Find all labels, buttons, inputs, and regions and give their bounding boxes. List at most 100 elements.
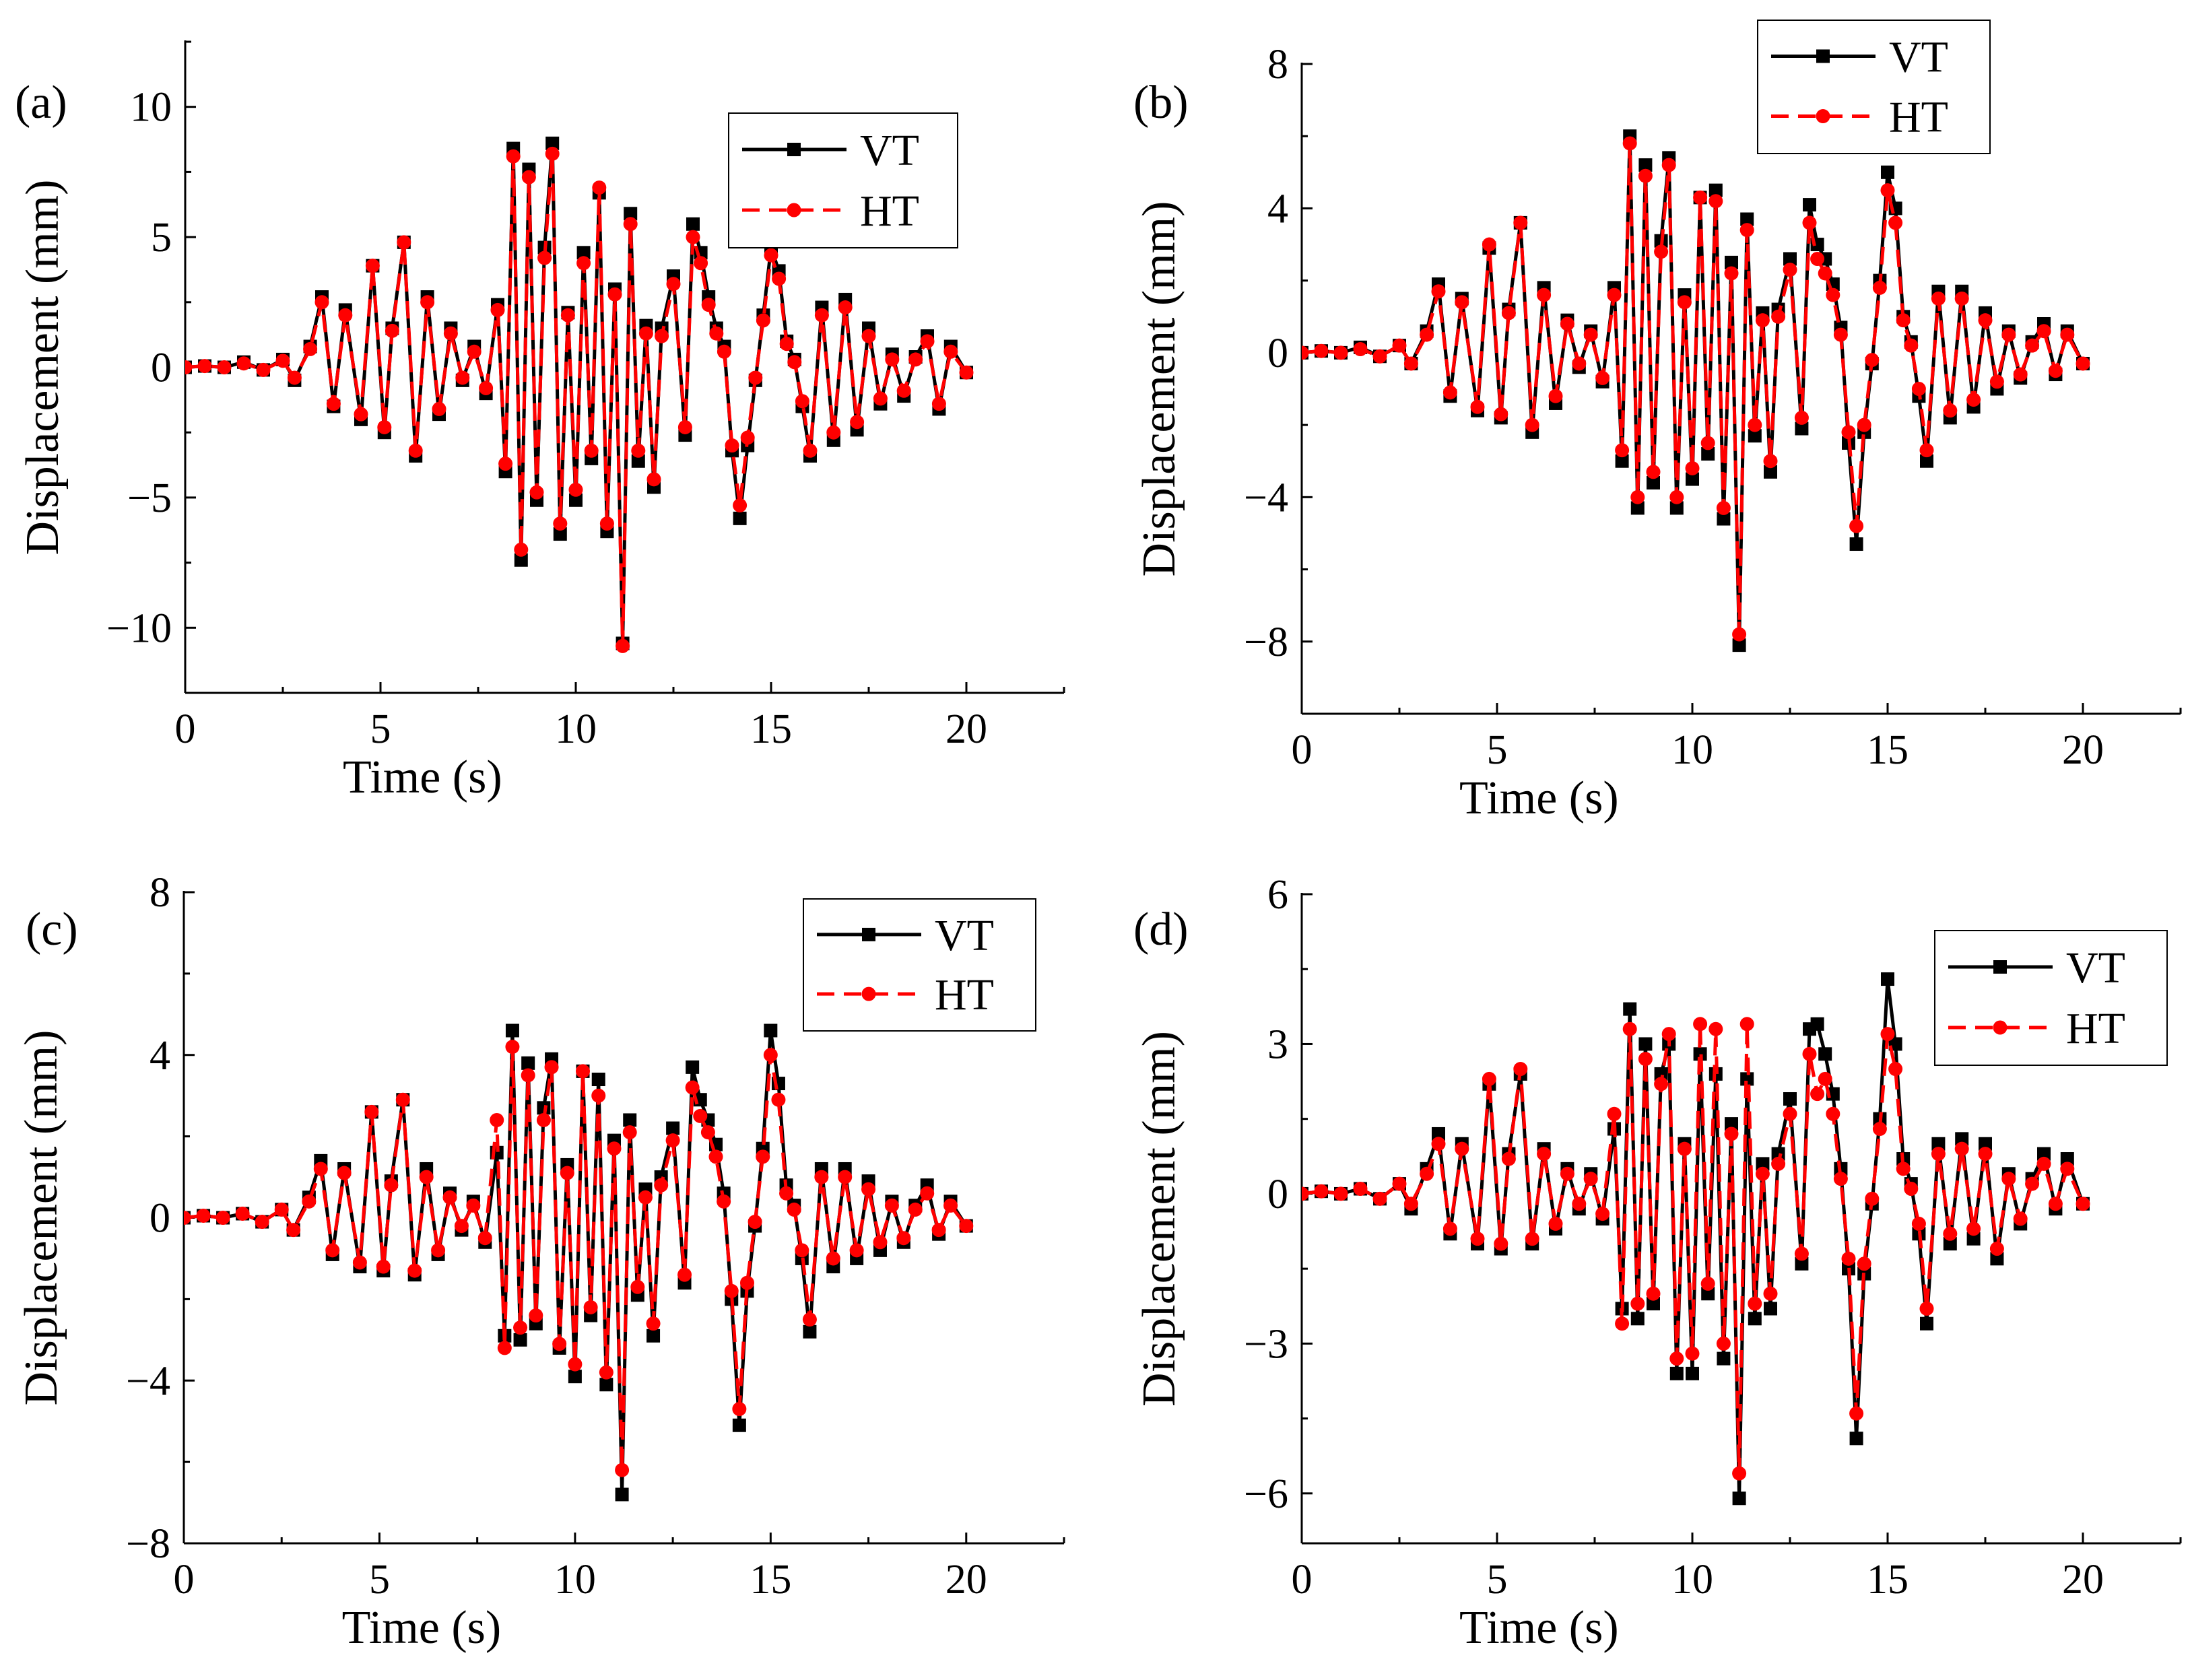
- panel-a-legend-ht-marker: [787, 203, 801, 217]
- panel-d-ht-point: [2025, 1176, 2040, 1191]
- panel-a-ht-point: [377, 419, 392, 434]
- panel-d-ht-point: [1470, 1232, 1485, 1246]
- panel-b-ht-point: [1872, 280, 1887, 295]
- panel-b-ht-point: [1669, 490, 1684, 504]
- panel-a-ht-point: [861, 329, 876, 343]
- panel-c-label: (c): [26, 904, 78, 955]
- panel-a-x-tick-label: 15: [750, 706, 792, 752]
- panel-b-ht-point: [1857, 417, 1871, 432]
- panel-c-ht-point: [861, 1182, 876, 1197]
- panel-b-ht-point: [2076, 356, 2090, 371]
- panel-b-x-tick-label: 10: [1671, 727, 1713, 773]
- panel-a-ht-point: [514, 542, 529, 557]
- panel-c-ht-point: [622, 1125, 637, 1140]
- panel-a-y-tick-label: −10: [106, 605, 172, 651]
- panel-d-ht-point: [1661, 1027, 1676, 1042]
- panel-b-legend: VT HT: [1757, 20, 1991, 154]
- panel-a-vt-point: [733, 511, 747, 525]
- panel-b-ht-point: [1607, 288, 1622, 302]
- panel-d-ht-point: [1314, 1184, 1329, 1199]
- panel-a-ht-point: [432, 401, 446, 416]
- panel-c-vt-point: [537, 1101, 551, 1115]
- panel-d-ht-point: [1372, 1191, 1387, 1206]
- panel-b-vt-point: [1647, 475, 1660, 490]
- panel-a-ht-point: [354, 407, 368, 422]
- panel-a-x-tick-label: 20: [945, 706, 987, 752]
- panel-d-ht-point: [1583, 1172, 1598, 1186]
- panel-b-ht-point: [1763, 454, 1778, 469]
- panel-d-ht-point: [1442, 1221, 1457, 1236]
- panel-c-ht-point: [552, 1337, 567, 1351]
- panel-d-ht-point: [1494, 1236, 1508, 1251]
- panel-c-ht-point: [748, 1215, 762, 1230]
- panel-b-vt-point: [1740, 212, 1754, 226]
- panel-a-series-ht: [185, 146, 974, 653]
- panel-c-ht-point: [896, 1231, 911, 1246]
- panel-a-ht-point: [365, 259, 380, 273]
- panel-c-ht-point: [700, 1125, 715, 1140]
- panel-b-ht-point: [1442, 385, 1457, 400]
- panel-d-vt-point: [1979, 1137, 1992, 1151]
- panel-d-ht-point: [1857, 1256, 1871, 1271]
- panel-d-x-tick-label: 15: [1867, 1557, 1909, 1603]
- panel-c-ht-point: [505, 1040, 520, 1054]
- panel-d-ht-point: [1888, 1062, 1903, 1077]
- panel-c-ht-point: [665, 1133, 680, 1148]
- panel-b-ht-point: [1302, 345, 1309, 360]
- panel-d-ht-point: [1880, 1027, 1895, 1042]
- panel-d-y-tick-label: −6: [1244, 1471, 1288, 1517]
- panel-c-ht-point: [724, 1283, 739, 1298]
- panel-a-ht-point: [779, 337, 794, 351]
- panel-d-vt-point: [1990, 1252, 2004, 1266]
- panel-d-ht-point: [1833, 1172, 1848, 1186]
- panel-b-axes: [1300, 63, 2182, 715]
- panel-b-ht-point: [1685, 461, 1700, 475]
- panel-c-legend-vt-marker: [862, 927, 875, 941]
- panel-a-y-tick-label: 0: [151, 345, 172, 391]
- panel-c-vt-point: [521, 1056, 535, 1070]
- panel-a-legend-box: [728, 112, 958, 248]
- panel-b-ht-point: [1783, 263, 1797, 277]
- panel-d-vt-point: [1920, 1316, 1933, 1331]
- panel-d-ht-point: [1763, 1286, 1778, 1301]
- panel-d-ht-point: [1802, 1046, 1817, 1061]
- panel-a-ht-point: [655, 329, 669, 343]
- panel-a-ht-point: [616, 638, 630, 653]
- panel-d-vt-point: [1654, 1067, 1668, 1081]
- panel-d-ht-point: [1732, 1466, 1747, 1481]
- panel-d-ht-point: [1622, 1021, 1637, 1036]
- panel-a-ht-point: [185, 360, 193, 374]
- panel-b-ht-point: [1919, 443, 1934, 458]
- panel-a-vt-point: [514, 553, 528, 567]
- panel-c-ht-point: [313, 1162, 328, 1176]
- panel-c-x-tick-label: 10: [554, 1557, 596, 1603]
- panel-d-vt-point: [1881, 972, 1894, 986]
- panel-d-ht-point: [1333, 1186, 1348, 1201]
- panel-b-ht-point: [1548, 389, 1563, 403]
- panel-c-ht-point: [466, 1198, 481, 1213]
- panel-c-ht-point: [215, 1211, 230, 1225]
- panel-c-y-tick-label: 0: [150, 1196, 170, 1242]
- panel-c-ht-point: [384, 1178, 399, 1192]
- panel-a-ht-point: [287, 370, 302, 385]
- panel-a-ht-point: [740, 430, 755, 445]
- panel-a-ht-point: [197, 359, 212, 374]
- panel-a-vt-point: [624, 207, 638, 221]
- panel-d-ht-point: [1548, 1216, 1563, 1231]
- panel-a-ht-point: [521, 170, 536, 184]
- panel-c-ht-point: [490, 1112, 504, 1127]
- panel-c-vt-point: [599, 1378, 613, 1392]
- panel-a-ht-point: [607, 287, 622, 302]
- panel-c-ht-point: [442, 1190, 457, 1205]
- panel-b-vt-point: [1669, 501, 1684, 515]
- panel-d-ht-point: [1911, 1216, 1926, 1231]
- panel-b-x-tick-label: 15: [1867, 727, 1909, 773]
- panel-c-ht-point: [685, 1080, 700, 1095]
- panel-d-vt-point: [1432, 1127, 1445, 1141]
- panel-c-ht-point: [693, 1108, 708, 1123]
- panel-c-ht-point: [454, 1219, 469, 1234]
- panel-b-ht-point: [1802, 215, 1817, 230]
- panel-a-legend-ht-label: HT: [860, 187, 919, 236]
- panel-b-ht-point: [2060, 327, 2075, 342]
- panel-a-ht-point: [490, 302, 505, 317]
